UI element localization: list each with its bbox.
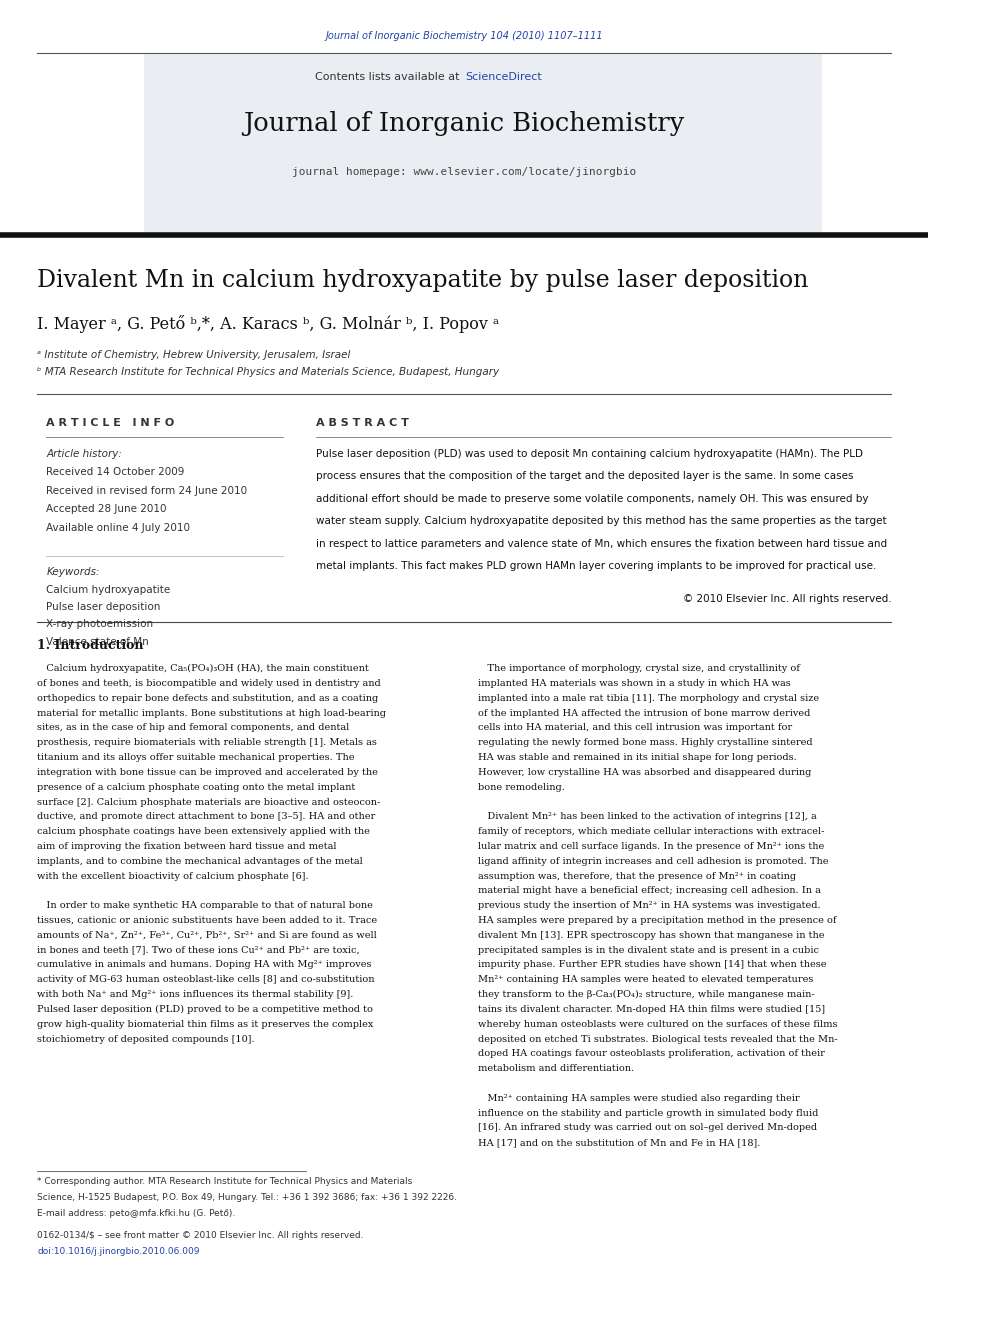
Text: 0162-0134/$ – see front matter © 2010 Elsevier Inc. All rights reserved.: 0162-0134/$ – see front matter © 2010 El… (37, 1232, 364, 1240)
Text: tissues, cationic or anionic substituents have been added to it. Trace: tissues, cationic or anionic substituent… (37, 916, 377, 925)
Text: implanted into a male rat tibia [11]. The morphology and crystal size: implanted into a male rat tibia [11]. Th… (478, 693, 819, 703)
Text: surface [2]. Calcium phosphate materials are bioactive and osteocon-: surface [2]. Calcium phosphate materials… (37, 798, 380, 807)
Text: implanted HA materials was shown in a study in which HA was: implanted HA materials was shown in a st… (478, 679, 791, 688)
Text: However, low crystalline HA was absorbed and disappeared during: However, low crystalline HA was absorbed… (478, 767, 811, 777)
Text: Divalent Mn in calcium hydroxyapatite by pulse laser deposition: Divalent Mn in calcium hydroxyapatite by… (37, 269, 808, 292)
Text: ᵃ Institute of Chemistry, Hebrew University, Jerusalem, Israel: ᵃ Institute of Chemistry, Hebrew Univers… (37, 349, 350, 360)
Text: Journal of Inorganic Biochemistry 104 (2010) 1107–1111: Journal of Inorganic Biochemistry 104 (2… (325, 30, 603, 41)
Text: of the implanted HA affected the intrusion of bone marrow derived: of the implanted HA affected the intrusi… (478, 709, 810, 717)
Text: ScienceDirect: ScienceDirect (465, 71, 542, 82)
Text: regulating the newly formed bone mass. Highly crystalline sintered: regulating the newly formed bone mass. H… (478, 738, 812, 747)
Text: Article history:: Article history: (47, 448, 122, 459)
Text: with the excellent bioactivity of calcium phosphate [6].: with the excellent bioactivity of calciu… (37, 872, 309, 881)
Text: HA [17] and on the substitution of Mn and Fe in HA [18].: HA [17] and on the substitution of Mn an… (478, 1138, 761, 1147)
Text: Pulse laser deposition (PLD) was used to deposit Mn containing calcium hydroxyap: Pulse laser deposition (PLD) was used to… (315, 448, 863, 459)
Text: Available online 4 July 2010: Available online 4 July 2010 (47, 523, 190, 533)
Text: 1. Introduction: 1. Introduction (37, 639, 144, 652)
Text: amounts of Na⁺, Zn²⁺, Fe³⁺, Cu²⁺, Pb²⁺, Sr²⁺ and Si are found as well: amounts of Na⁺, Zn²⁺, Fe³⁺, Cu²⁺, Pb²⁺, … (37, 931, 377, 939)
Text: additional effort should be made to preserve some volatile components, namely OH: additional effort should be made to pres… (315, 493, 868, 504)
Text: Pulsed laser deposition (PLD) proved to be a competitive method to: Pulsed laser deposition (PLD) proved to … (37, 1005, 373, 1013)
Text: Received in revised form 24 June 2010: Received in revised form 24 June 2010 (47, 486, 248, 496)
Text: doped HA coatings favour osteoblasts proliferation, activation of their: doped HA coatings favour osteoblasts pro… (478, 1049, 825, 1058)
Text: ligand affinity of integrin increases and cell adhesion is promoted. The: ligand affinity of integrin increases an… (478, 857, 828, 865)
Text: journal homepage: www.elsevier.com/locate/jinorgbio: journal homepage: www.elsevier.com/locat… (292, 167, 636, 177)
Text: Mn²⁺ containing HA samples were heated to elevated temperatures: Mn²⁺ containing HA samples were heated t… (478, 975, 813, 984)
Text: orthopedics to repair bone defects and substitution, and as a coating: orthopedics to repair bone defects and s… (37, 693, 378, 703)
Text: bone remodeling.: bone remodeling. (478, 783, 564, 791)
Text: previous study the insertion of Mn²⁺ in HA systems was investigated.: previous study the insertion of Mn²⁺ in … (478, 901, 820, 910)
Text: HA samples were prepared by a precipitation method in the presence of: HA samples were prepared by a precipitat… (478, 916, 836, 925)
Text: process ensures that the composition of the target and the deposited layer is th: process ensures that the composition of … (315, 471, 853, 482)
Text: Valence state of Mn: Valence state of Mn (47, 636, 149, 647)
Text: ductive, and promote direct attachment to bone [3–5]. HA and other: ductive, and promote direct attachment t… (37, 812, 375, 822)
Text: with both Na⁺ and Mg²⁺ ions influences its thermal stability [9].: with both Na⁺ and Mg²⁺ ions influences i… (37, 990, 353, 999)
Text: Divalent Mn²⁺ has been linked to the activation of integrins [12], a: Divalent Mn²⁺ has been linked to the act… (478, 812, 816, 822)
Text: A B S T R A C T: A B S T R A C T (315, 418, 409, 429)
Text: tains its divalent character. Mn-doped HA thin films were studied [15]: tains its divalent character. Mn-doped H… (478, 1005, 825, 1013)
Text: cells into HA material, and this cell intrusion was important for: cells into HA material, and this cell in… (478, 724, 793, 733)
Text: E-mail address: peto@mfa.kfki.hu (G. Pető).: E-mail address: peto@mfa.kfki.hu (G. Pet… (37, 1209, 235, 1217)
Text: divalent Mn [13]. EPR spectroscopy has shown that manganese in the: divalent Mn [13]. EPR spectroscopy has s… (478, 931, 824, 939)
Text: deposited on etched Ti substrates. Biological tests revealed that the Mn-: deposited on etched Ti substrates. Biolo… (478, 1035, 837, 1044)
Text: activity of MG-63 human osteoblast-like cells [8] and co-substitution: activity of MG-63 human osteoblast-like … (37, 975, 375, 984)
Text: precipitated samples is in the divalent state and is present in a cubic: precipitated samples is in the divalent … (478, 946, 819, 955)
Text: I. Mayer ᵃ, G. Pető ᵇ,*, A. Karacs ᵇ, G. Molnár ᵇ, I. Popov ᵃ: I. Mayer ᵃ, G. Pető ᵇ,*, A. Karacs ᵇ, G.… (37, 315, 499, 333)
Text: influence on the stability and particle growth in simulated body fluid: influence on the stability and particle … (478, 1109, 818, 1118)
Text: family of receptors, which mediate cellular interactions with extracel-: family of receptors, which mediate cellu… (478, 827, 824, 836)
Text: material for metallic implants. Bone substitutions at high load-bearing: material for metallic implants. Bone sub… (37, 709, 386, 717)
Text: HA was stable and remained in its initial shape for long periods.: HA was stable and remained in its initia… (478, 753, 797, 762)
Text: Mn²⁺ containing HA samples were studied also regarding their: Mn²⁺ containing HA samples were studied … (478, 1094, 800, 1103)
Text: stoichiometry of deposited compounds [10].: stoichiometry of deposited compounds [10… (37, 1035, 255, 1044)
Text: sites, as in the case of hip and femoral components, and dental: sites, as in the case of hip and femoral… (37, 724, 349, 733)
Text: lular matrix and cell surface ligands. In the presence of Mn²⁺ ions the: lular matrix and cell surface ligands. I… (478, 841, 824, 851)
Text: prosthesis, require biomaterials with reliable strength [1]. Metals as: prosthesis, require biomaterials with re… (37, 738, 377, 747)
Text: presence of a calcium phosphate coating onto the metal implant: presence of a calcium phosphate coating … (37, 783, 355, 791)
Text: integration with bone tissue can be improved and accelerated by the: integration with bone tissue can be impr… (37, 767, 378, 777)
Text: Science, H-1525 Budapest, P.O. Box 49, Hungary. Tel.: +36 1 392 3686; fax: +36 1: Science, H-1525 Budapest, P.O. Box 49, H… (37, 1193, 457, 1201)
Text: calcium phosphate coatings have been extensively applied with the: calcium phosphate coatings have been ext… (37, 827, 370, 836)
Text: Keywords:: Keywords: (47, 566, 100, 577)
Text: grow high-quality biomaterial thin films as it preserves the complex: grow high-quality biomaterial thin films… (37, 1020, 374, 1029)
Text: water steam supply. Calcium hydroxyapatite deposited by this method has the same: water steam supply. Calcium hydroxyapati… (315, 516, 886, 527)
Text: Contents lists available at: Contents lists available at (315, 71, 463, 82)
Bar (144, 53, 821, 232)
Text: assumption was, therefore, that the presence of Mn²⁺ in coating: assumption was, therefore, that the pres… (478, 872, 797, 881)
Text: material might have a beneficial effect; increasing cell adhesion. In a: material might have a beneficial effect;… (478, 886, 821, 896)
Text: Calcium hydroxyapatite: Calcium hydroxyapatite (47, 585, 171, 595)
Text: cumulative in animals and humans. Doping HA with Mg²⁺ improves: cumulative in animals and humans. Doping… (37, 960, 372, 970)
Text: ᵇ MTA Research Institute for Technical Physics and Materials Science, Budapest, : ᵇ MTA Research Institute for Technical P… (37, 366, 499, 377)
Text: of bones and teeth, is biocompatible and widely used in dentistry and: of bones and teeth, is biocompatible and… (37, 679, 381, 688)
Text: The importance of morphology, crystal size, and crystallinity of: The importance of morphology, crystal si… (478, 664, 800, 673)
Text: Received 14 October 2009: Received 14 October 2009 (47, 467, 185, 478)
Text: titanium and its alloys offer suitable mechanical properties. The: titanium and its alloys offer suitable m… (37, 753, 354, 762)
Text: A R T I C L E   I N F O: A R T I C L E I N F O (47, 418, 175, 429)
Text: impurity phase. Further EPR studies have shown [14] that when these: impurity phase. Further EPR studies have… (478, 960, 826, 970)
Text: in bones and teeth [7]. Two of these ions Cu²⁺ and Pb²⁺ are toxic,: in bones and teeth [7]. Two of these ion… (37, 946, 360, 955)
Text: metabolism and differentiation.: metabolism and differentiation. (478, 1064, 634, 1073)
Text: doi:10.1016/j.jinorgbio.2010.06.009: doi:10.1016/j.jinorgbio.2010.06.009 (37, 1248, 199, 1256)
Text: in respect to lattice parameters and valence state of Mn, which ensures the fixa: in respect to lattice parameters and val… (315, 538, 887, 549)
Text: they transform to the β-Ca₃(PO₄)₂ structure, while manganese main-: they transform to the β-Ca₃(PO₄)₂ struct… (478, 990, 814, 999)
Text: whereby human osteoblasts were cultured on the surfaces of these films: whereby human osteoblasts were cultured … (478, 1020, 837, 1029)
Text: © 2010 Elsevier Inc. All rights reserved.: © 2010 Elsevier Inc. All rights reserved… (682, 594, 891, 605)
Text: X-ray photoemission: X-ray photoemission (47, 619, 154, 630)
Text: Pulse laser deposition: Pulse laser deposition (47, 602, 161, 613)
Text: aim of improving the fixation between hard tissue and metal: aim of improving the fixation between ha… (37, 841, 336, 851)
Text: Accepted 28 June 2010: Accepted 28 June 2010 (47, 504, 167, 515)
Text: In order to make synthetic HA comparable to that of natural bone: In order to make synthetic HA comparable… (37, 901, 373, 910)
Text: Calcium hydroxyapatite, Ca₅(PO₄)₃OH (HA), the main constituent: Calcium hydroxyapatite, Ca₅(PO₄)₃OH (HA)… (37, 664, 369, 673)
Text: metal implants. This fact makes PLD grown HAMn layer covering implants to be imp: metal implants. This fact makes PLD grow… (315, 561, 876, 572)
Text: * Corresponding author. MTA Research Institute for Technical Physics and Materia: * Corresponding author. MTA Research Ins… (37, 1177, 413, 1185)
Text: [16]. An infrared study was carried out on sol–gel derived Mn-doped: [16]. An infrared study was carried out … (478, 1123, 817, 1132)
Text: implants, and to combine the mechanical advantages of the metal: implants, and to combine the mechanical … (37, 857, 363, 865)
Text: Journal of Inorganic Biochemistry: Journal of Inorganic Biochemistry (243, 111, 684, 135)
